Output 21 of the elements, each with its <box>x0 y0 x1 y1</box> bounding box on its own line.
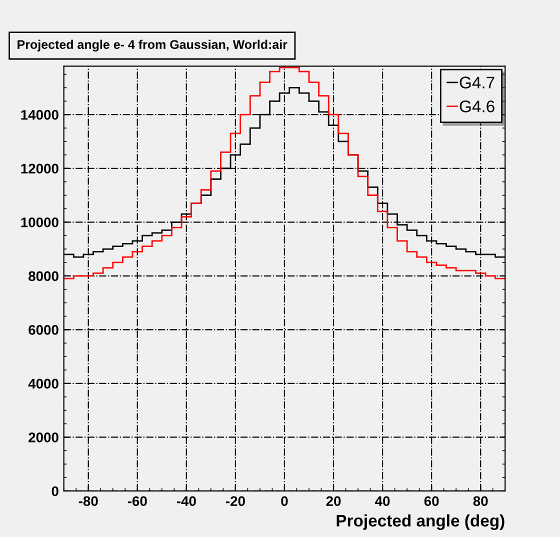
x-tick-label: 60 <box>424 496 439 506</box>
y-tick-label: 6000 <box>28 325 58 335</box>
x-tick-label: 80 <box>473 496 488 506</box>
y-tick-label: 0 <box>52 486 58 496</box>
x-tick-label: 40 <box>375 496 390 506</box>
x-tick-label: -80 <box>78 496 98 506</box>
x-tick-label: 20 <box>326 496 341 506</box>
x-tick-label: -60 <box>128 496 147 506</box>
y-tick-label: 4000 <box>28 378 58 389</box>
y-tick-label: 14000 <box>21 110 58 120</box>
chart-title: Projected angle e- 4 from Gaussian, World:air <box>18 40 288 52</box>
y-tick-label: 2000 <box>28 432 58 442</box>
y-tick-label: 12000 <box>21 164 58 174</box>
y-tick-label: 8000 <box>28 271 58 282</box>
x-tick-label: -20 <box>226 496 245 506</box>
y-tick-label: 10000 <box>21 217 58 228</box>
x-tick-label: 0 <box>281 496 288 506</box>
legend-label: G4.6 <box>460 100 494 112</box>
legend-label: G4.7 <box>460 76 494 88</box>
x-axis-title: Projected angle (deg) <box>336 514 504 530</box>
x-tick-label: -40 <box>176 496 196 506</box>
